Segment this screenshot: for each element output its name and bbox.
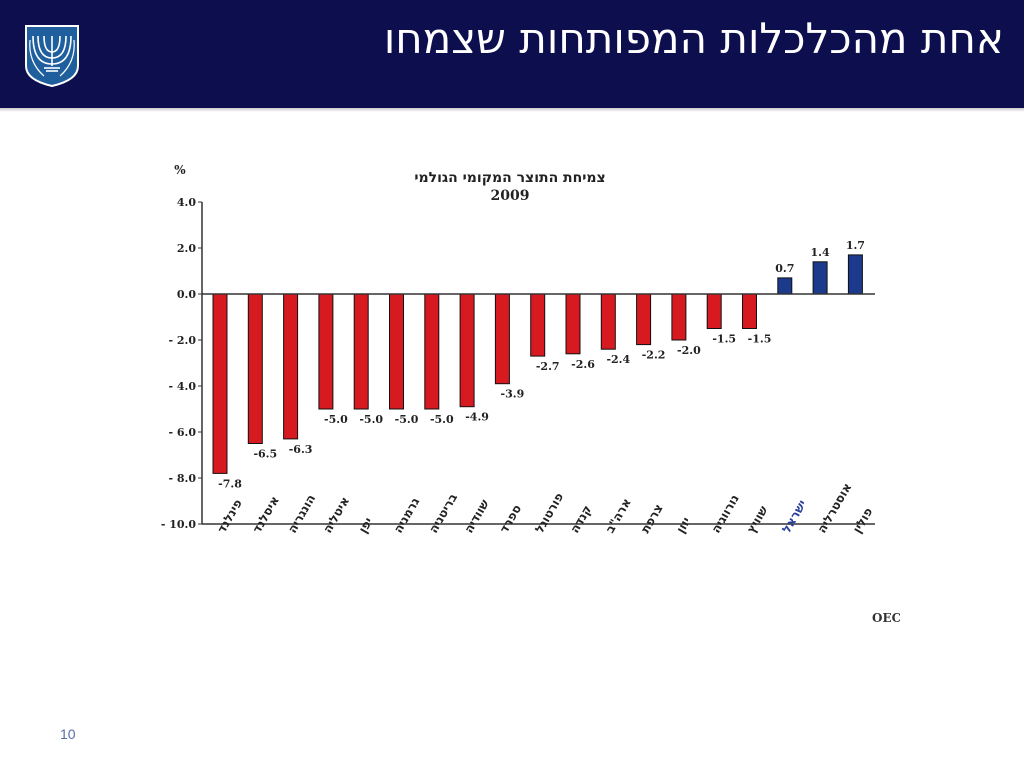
chart-bar (565, 293, 581, 355)
chart-canvas: צמיחת התוצר המקומי הגולמי 2009% 4.0 2.0 0.0 -… (161, 163, 900, 625)
chart-bar (389, 293, 404, 410)
data-label: -5.0 (324, 413, 348, 426)
chart-bar (847, 254, 863, 295)
data-label: -5.0 (359, 413, 383, 426)
category-label: ארה"ב (603, 496, 634, 536)
category-label: שוויץ (744, 504, 771, 536)
category-label: פינלנד (214, 497, 244, 536)
slide-title: אחת מהכלכלות המפותחות שצמחו (383, 14, 1004, 63)
header-divider (0, 108, 1024, 112)
chart-bar (494, 293, 510, 385)
category-label: פולין (850, 505, 876, 535)
category-label: איטליה (320, 494, 352, 535)
data-label: -2.7 (536, 360, 560, 373)
chart-bar (424, 293, 440, 410)
source-note: מקור: OECD (872, 611, 900, 625)
data-label: -1.5 (748, 333, 772, 346)
y-tick-label: 0.0 (177, 288, 196, 301)
data-label: -5.0 (395, 413, 419, 426)
category-label: ישראל (779, 497, 809, 535)
category-label: יפן (356, 515, 376, 535)
chart-bar (706, 293, 722, 329)
chart-bar (812, 261, 828, 295)
data-label: -1.5 (712, 333, 736, 346)
y-tick-label: - 10.0 (161, 518, 197, 531)
data-label: 0.7 (775, 262, 794, 275)
state-emblem-icon (25, 25, 79, 88)
y-tick-label: - 2.0 (168, 334, 196, 347)
data-label: -3.9 (501, 388, 525, 401)
chart-bar (459, 293, 475, 408)
category-label: שוודיה (462, 497, 492, 535)
data-label: -7.8 (218, 477, 242, 490)
chart-bar (212, 293, 228, 474)
data-label: -4.9 (465, 411, 489, 424)
data-label: -2.0 (677, 344, 701, 357)
chart-bar (777, 277, 793, 295)
page-number: 10 (60, 726, 76, 742)
y-tick-label: 4.0 (177, 196, 196, 209)
category-label: גרמניה (391, 495, 423, 536)
category-label: צרפת (638, 502, 666, 536)
category-label: יוון (673, 515, 693, 536)
chart-title: צמיחת התוצר המקומי הגולמי (414, 170, 605, 186)
chart-bar (353, 293, 369, 410)
category-label: פורטוגל (532, 490, 566, 535)
data-label: -2.6 (571, 358, 595, 371)
category-label: בריטניה (426, 491, 460, 536)
category-label: קנדה (567, 503, 594, 536)
y-axis-label: % (174, 163, 186, 177)
gdp-growth-chart: צמיחת התוצר המקומי הגולמי 2009% 4.0 2.0 0.0 -… (140, 150, 900, 640)
chart-bar (318, 293, 334, 410)
chart-bar (247, 293, 263, 444)
data-label: 1.7 (846, 239, 865, 252)
chart-bar (671, 293, 687, 341)
chart-bar (600, 293, 616, 350)
category-label: הונגריה (285, 492, 318, 536)
y-tick-label: - 6.0 (168, 426, 196, 439)
data-label: -2.2 (642, 349, 666, 362)
data-label: 1.4 (811, 246, 830, 259)
category-label: איסלנד (250, 494, 282, 536)
category-label: ספרד (497, 502, 524, 535)
chart-bar (530, 293, 546, 357)
chart-subtitle: 2009 (491, 188, 530, 204)
chart-bar (283, 293, 299, 440)
chart-bar (742, 293, 757, 329)
data-label: -5.0 (430, 413, 454, 426)
slide-header: אחת מהכלכלות המפותחות שצמחו (0, 0, 1024, 108)
y-tick-label: - 8.0 (168, 472, 196, 485)
category-label: אוסטרליה (815, 480, 855, 535)
data-label: -6.5 (253, 448, 277, 461)
category-label: נורווגיה (709, 492, 742, 536)
chart-bar (636, 293, 652, 346)
data-label: -2.4 (606, 353, 630, 366)
y-tick-label: - 4.0 (168, 380, 196, 393)
y-tick-label: 2.0 (177, 242, 196, 255)
data-label: -6.3 (289, 443, 313, 456)
